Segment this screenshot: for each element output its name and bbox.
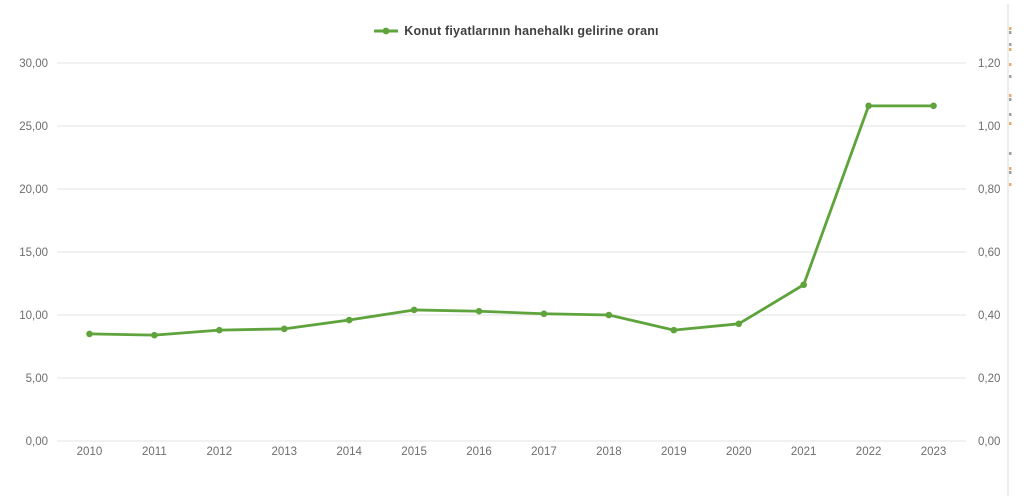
data-point-2012 bbox=[216, 326, 223, 334]
edge-artifact-speck bbox=[1009, 27, 1012, 30]
x-axis-tick-label: 2013 bbox=[271, 446, 297, 458]
x-axis-tick-label: 2012 bbox=[207, 446, 233, 458]
x-axis-tick-label: 2011 bbox=[142, 446, 167, 458]
data-point-2017 bbox=[540, 310, 548, 318]
x-axis-tick-label: 2015 bbox=[401, 446, 427, 458]
right-axis-tick-label: 0,80 bbox=[978, 184, 1000, 196]
edge-artifact-speck bbox=[1009, 152, 1012, 155]
data-point-2014 bbox=[345, 316, 353, 324]
x-axis-tick-label: 2019 bbox=[661, 446, 687, 458]
right-axis-tick-label: 1,00 bbox=[978, 121, 1000, 133]
edge-artifact-speck bbox=[1009, 43, 1012, 46]
right-axis-tick-label: 0,60 bbox=[978, 247, 1000, 259]
edge-artifact-speck bbox=[1009, 171, 1012, 174]
data-point-2021 bbox=[800, 281, 807, 289]
left-axis-tick-label: 10,00 bbox=[19, 310, 48, 322]
edge-artifact-speck bbox=[1009, 122, 1012, 125]
edge-artifact-speck bbox=[1009, 75, 1012, 78]
data-point-2013 bbox=[280, 325, 288, 333]
left-axis-tick-label: 25,00 bbox=[19, 121, 48, 133]
edge-artifact-speck bbox=[1009, 167, 1012, 170]
x-axis-tick-label: 2017 bbox=[531, 446, 557, 458]
x-axis-tick-label: 2016 bbox=[466, 446, 492, 458]
x-axis-tick-label: 2010 bbox=[77, 446, 103, 458]
edge-artifact-speck bbox=[1009, 63, 1012, 66]
data-point-2022 bbox=[865, 102, 872, 110]
legend-label: Konut fiyatlarının hanehalkı gelirine or… bbox=[404, 24, 659, 38]
edge-artifact-speck bbox=[1009, 183, 1012, 186]
left-axis-tick-label: 15,00 bbox=[19, 247, 48, 259]
data-point-2016 bbox=[475, 307, 483, 315]
right-axis-tick-label: 0,40 bbox=[978, 310, 1000, 322]
left-axis-tick-label: 5,00 bbox=[26, 373, 48, 385]
left-axis-tick-label: 0,00 bbox=[26, 436, 48, 448]
x-axis-tick-label: 2018 bbox=[596, 446, 622, 458]
edge-artifact-speck bbox=[1009, 31, 1012, 34]
edge-artifact-speck bbox=[1009, 113, 1012, 116]
data-point-2015 bbox=[410, 306, 418, 314]
right-axis-tick-label: 0,00 bbox=[978, 436, 1000, 448]
x-axis-tick-label: 2023 bbox=[921, 446, 947, 458]
data-point-2010 bbox=[86, 330, 93, 338]
right-axis-tick-label: 0,20 bbox=[978, 373, 1000, 385]
x-axis-tick-label: 2021 bbox=[791, 446, 817, 458]
x-axis-tick-label: 2022 bbox=[856, 446, 882, 458]
edge-artifact-speck bbox=[1009, 94, 1012, 97]
data-point-2020 bbox=[735, 320, 743, 328]
data-point-2019 bbox=[670, 326, 678, 334]
data-point-2011 bbox=[151, 331, 158, 339]
edge-artifact-speck bbox=[1009, 48, 1012, 51]
left-axis-tick-label: 30,00 bbox=[19, 58, 48, 70]
left-axis-tick-label: 20,00 bbox=[19, 184, 48, 196]
line-marker-icon bbox=[373, 26, 399, 36]
data-point-2018 bbox=[605, 311, 613, 319]
data-series-line bbox=[88, 104, 935, 337]
edge-artifact-speck bbox=[1009, 98, 1012, 101]
data-point-2023 bbox=[930, 102, 937, 110]
chart-legend: Konut fiyatlarının hanehalkı gelirine or… bbox=[0, 24, 1032, 38]
x-axis-tick-label: 2014 bbox=[336, 446, 362, 458]
x-axis-tick-label: 2020 bbox=[726, 446, 752, 458]
right-axis-tick-label: 1,20 bbox=[978, 58, 1000, 70]
